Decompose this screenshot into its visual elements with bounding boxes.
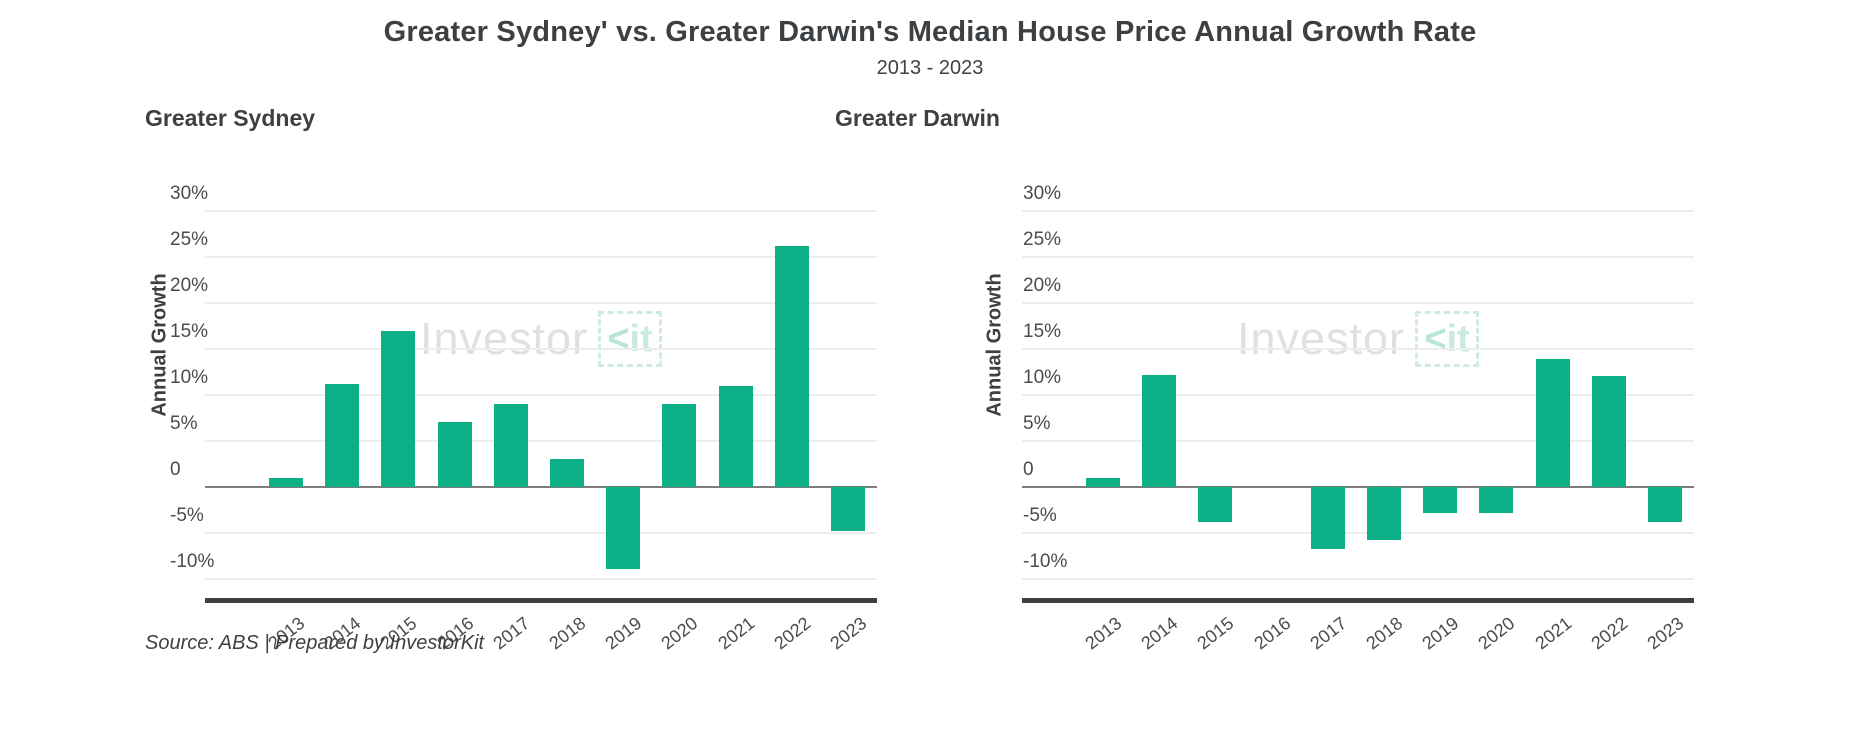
x-tick-label-2020: 2020 [657, 613, 702, 654]
y-tick-label: 5% [170, 412, 198, 434]
y-tick-label: 25% [1023, 228, 1062, 250]
gridline [1022, 577, 1694, 580]
watermark-kit-box-icon: < it [598, 311, 663, 367]
page-subtitle: 2013 - 2023 [876, 57, 984, 79]
gridline [205, 255, 877, 258]
watermark-it-text: it [629, 317, 653, 360]
gridline [205, 531, 877, 534]
x-tick-label-2017: 2017 [489, 613, 534, 654]
x-tick-label-2023: 2023 [1643, 613, 1688, 654]
x-tick-label-2013: 2013 [1081, 613, 1126, 654]
bar-2018 [550, 459, 584, 487]
x-tick-label-2016: 2016 [1250, 613, 1294, 654]
x-tick-label-2019: 2019 [1418, 613, 1463, 654]
y-tick-label: -10% [170, 550, 215, 572]
x-tick-label-2015: 2015 [1193, 613, 1238, 654]
investorkit-watermark: Investor < it [1022, 311, 1694, 367]
watermark-k-chevron-icon: < [1424, 317, 1447, 360]
y-axis-label-darwin: Annual Growth [983, 273, 1006, 417]
plot-area-darwin: Investor < it 30% 25% 20% 15% 10% 5% 0 -5% -10% 20… [1022, 183, 1694, 653]
bar-2022 [1591, 375, 1626, 487]
plot-area-sydney: Investor < it 30% 25% 20% 15% 10% 5% 0 -5% -10% 20… [170, 183, 877, 653]
x-tick-label-2019: 2019 [601, 613, 646, 654]
y-tick-label: -5% [1023, 504, 1057, 526]
gridline [1022, 393, 1694, 396]
bar-2021 [718, 385, 753, 487]
y-tick-label: 0 [170, 458, 181, 480]
bar-2020 [662, 404, 697, 487]
bar-2017 [493, 404, 528, 487]
y-tick-label: 10% [1023, 366, 1062, 388]
y-tick-label: 30% [170, 183, 209, 204]
bar-2015 [1198, 486, 1233, 522]
gridline [205, 210, 877, 212]
x-tick-label-2017: 2017 [1306, 613, 1351, 654]
bar-2023 [1648, 486, 1682, 522]
x-tick-label-2018: 2018 [1362, 613, 1407, 654]
y-tick-label: 15% [170, 320, 209, 342]
bar-2018 [1367, 486, 1401, 541]
bar-2022 [774, 245, 809, 487]
bar-2020 [1479, 486, 1514, 514]
x-tick-label-2022: 2022 [770, 613, 815, 654]
bar-2019 [606, 486, 641, 569]
bar-2015 [381, 331, 416, 487]
bar-2019 [1423, 486, 1458, 514]
watermark-text: Investor [1236, 313, 1406, 364]
x-tick-label-2018: 2018 [545, 613, 590, 654]
y-axis-label-sydney: Annual Growth [148, 273, 171, 417]
bar-2013 [1086, 478, 1120, 487]
y-tick-label: 0 [1023, 458, 1034, 480]
x-tick-label-2021: 2021 [714, 613, 758, 654]
y-tick-label: 5% [1023, 412, 1051, 434]
gridline [1022, 531, 1694, 534]
chart-title-darwin: Greater Darwin [835, 105, 1000, 131]
y-tick-label: -10% [1023, 550, 1068, 572]
y-tick-label: 20% [1023, 274, 1062, 296]
gridline [1022, 347, 1694, 350]
gridline [1022, 439, 1694, 442]
y-tick-label: 10% [170, 366, 209, 388]
y-tick-label: -5% [170, 504, 204, 526]
x-tick-label-2014: 2014 [1137, 613, 1182, 654]
y-tick-label: 20% [170, 274, 209, 296]
watermark-text: Investor [419, 313, 589, 364]
y-tick-label: 25% [170, 228, 209, 250]
bar-2023 [831, 486, 865, 531]
gridline [205, 301, 877, 304]
x-tick-label-2020: 2020 [1474, 613, 1519, 654]
gridline [1022, 255, 1694, 258]
gridline [1022, 210, 1694, 212]
bar-2021 [1535, 358, 1570, 487]
bar-2017 [1310, 486, 1345, 550]
bar-2013 [269, 477, 303, 487]
chart-title-sydney: Greater Sydney [145, 105, 316, 131]
gridline [205, 393, 877, 396]
source-attribution: Source: ABS | Prepared by InvestorKit [145, 632, 485, 654]
y-tick-label: 30% [1023, 183, 1062, 204]
zero-baseline [1022, 485, 1694, 488]
gridline [1022, 301, 1694, 304]
x-axis-line [1022, 598, 1694, 603]
watermark-k-chevron-icon: < [607, 317, 630, 360]
gridline [205, 439, 877, 442]
x-tick-label-2023: 2023 [826, 613, 871, 654]
x-tick-label-2021: 2021 [1531, 613, 1575, 654]
watermark-it-text: it [1446, 317, 1470, 360]
bar-2016 [437, 422, 472, 487]
bar-2014 [1142, 374, 1177, 487]
gridline [205, 577, 877, 580]
y-tick-label: 15% [1023, 320, 1062, 342]
page-title: Greater Sydney' vs. Greater Darwin's Med… [383, 16, 1477, 48]
x-axis-line [205, 598, 877, 603]
zero-baseline [205, 485, 877, 488]
bar-2014 [325, 383, 360, 487]
x-tick-label-2022: 2022 [1587, 613, 1632, 654]
gridline [205, 347, 877, 350]
watermark-kit-box-icon: < it [1415, 311, 1480, 367]
